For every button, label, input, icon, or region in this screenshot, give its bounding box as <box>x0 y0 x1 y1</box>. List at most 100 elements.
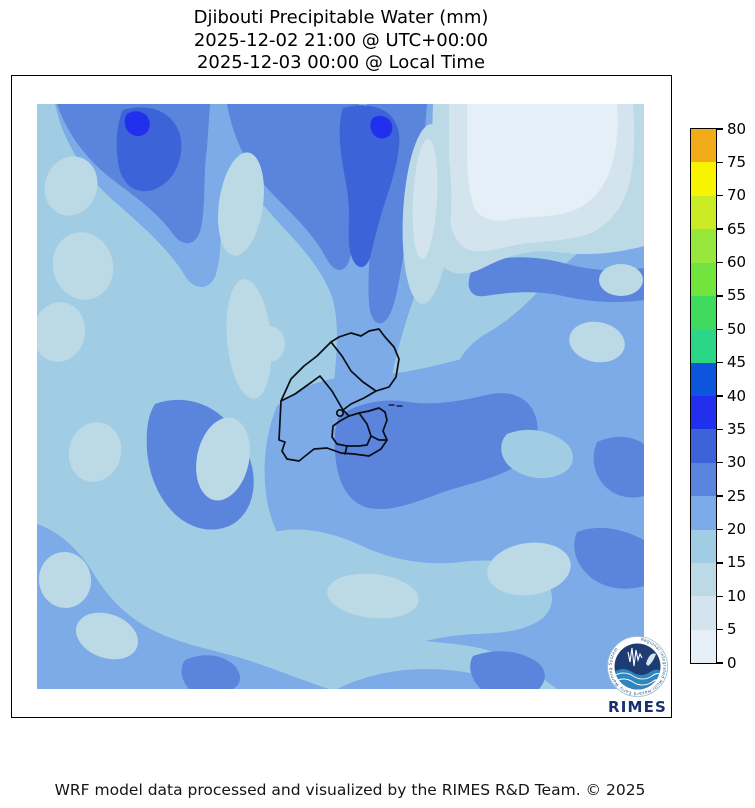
colorbar-segment <box>691 395 716 430</box>
colorbar-tick <box>717 328 723 330</box>
colorbar-tick-label: 20 <box>727 520 747 538</box>
colorbar-tick <box>717 195 723 197</box>
colorbar-segment <box>691 462 716 497</box>
colorbar-tick <box>717 361 723 364</box>
border-east-link <box>370 435 388 441</box>
contour-10-patch <box>44 156 98 216</box>
title-line-3: 2025-12-03 00:00 @ Local Time <box>196 52 486 73</box>
contour-10-patch <box>327 573 419 619</box>
contour-10-patch <box>68 422 122 482</box>
logo-signal-glyph <box>627 647 643 667</box>
contour-25-right-edge-b <box>574 527 644 589</box>
contour-10-patch <box>76 612 138 660</box>
contour-35-speck-center <box>370 115 393 139</box>
colorbar-tick <box>717 528 723 531</box>
contour-10-patch <box>196 417 250 501</box>
rimes-logo: Regional Integrated Multi-Hazard Early W… <box>607 636 668 716</box>
title-line-2: 2025-12-02 21:00 @ UTC+00:00 <box>193 29 489 51</box>
colorbar-segment <box>691 328 716 363</box>
title-line-1: Djibouti Precipitable Water (mm) <box>193 7 489 28</box>
colorbar: 0 5 10 15 20 25 30 35 40 45 50 55 60 65 70 75 80 <box>690 120 755 672</box>
colorbar-segment <box>691 629 716 663</box>
contour-0-triangle-core <box>467 104 618 221</box>
colorbar-tick <box>717 228 723 230</box>
contour-25-right-edge-a <box>593 436 644 498</box>
colorbar-tick <box>717 128 723 130</box>
colorbar-tick <box>717 462 723 464</box>
contour-10-patch <box>52 232 114 300</box>
colorbar-tick <box>717 395 723 397</box>
colorbar-tick-label: 55 <box>727 286 747 305</box>
colorbar-tick-label: 70 <box>727 186 747 205</box>
colorbar-tick <box>717 595 723 597</box>
colorbar-tick-label: 45 <box>727 353 747 372</box>
colorbar-tick-label: 40 <box>727 386 747 405</box>
colorbar-segment <box>691 128 716 163</box>
contour-10-patch <box>599 264 643 296</box>
djibouti-border <box>278 328 403 462</box>
contour-35-speck-left <box>124 111 150 137</box>
colorbar-tick <box>717 628 723 631</box>
colorbar-tick <box>717 495 723 497</box>
footer-credit: WRF model data processed and visualized … <box>54 781 646 799</box>
colorbar-segment <box>691 161 716 196</box>
contour-10-patch <box>38 552 92 608</box>
logo-wordmark: RIMES <box>608 698 667 716</box>
djibouti-outline <box>278 328 400 462</box>
contour-25-bottom-a <box>181 655 241 689</box>
colorbar-segment <box>691 529 716 563</box>
border-obock-tadjoura <box>330 341 377 392</box>
contour-5-column-core <box>412 139 438 259</box>
contour-25-right-band <box>468 257 644 303</box>
border-arta-south <box>344 445 348 455</box>
contour-10-patch <box>226 279 272 399</box>
colorbar-segment <box>691 195 716 230</box>
colorbar-segment <box>691 295 716 330</box>
colorbar-tick-label: 25 <box>727 486 747 505</box>
colorbar-tick-label: 50 <box>727 319 747 338</box>
figure-title: Djibouti Precipitable Water (mm) 2025-12… <box>0 7 682 75</box>
colorbar-tick-label: 0 <box>727 653 737 672</box>
colorbar-segment <box>691 495 716 530</box>
contour-level-35 <box>124 111 393 139</box>
colorbar-segment <box>691 228 716 263</box>
colorbar-tick-label: 80 <box>727 119 747 138</box>
contour-10-patch <box>253 326 285 362</box>
colorbar-segment <box>691 562 716 597</box>
logo-wave-fill <box>614 669 661 690</box>
colorbar-tick-label: 15 <box>727 553 747 572</box>
contour-10-patch <box>487 542 571 596</box>
coast-islets <box>388 404 403 407</box>
colorbar-segment <box>691 595 716 630</box>
logo-sail-glyph <box>646 653 656 666</box>
colorbar-segment <box>691 362 716 396</box>
colorbar-tick-label: 5 <box>727 620 737 639</box>
colorbar-tick-label: 60 <box>727 253 747 271</box>
colorbar-tick-label: 10 <box>727 586 747 605</box>
contour-10-patch <box>569 321 625 363</box>
colorbar-tick <box>717 428 723 431</box>
colorbar-tick <box>717 662 723 664</box>
colorbar-tick <box>717 295 723 297</box>
contour-25-bottom-b <box>470 651 545 689</box>
contour-10-patch <box>37 302 86 362</box>
map-frame: Regional Integrated Multi-Hazard Early W… <box>11 75 672 718</box>
colorbar-body <box>690 128 717 664</box>
logo-wave-line-1 <box>614 672 661 680</box>
colorbar-tick-label: 75 <box>727 152 747 171</box>
colorbar-segment <box>691 428 716 463</box>
contour-10-patch <box>218 152 264 256</box>
ghoubbet-bay <box>335 408 345 418</box>
contour-map <box>37 104 644 689</box>
contour-15-mid-right-patch <box>501 429 573 479</box>
contour-30-center-streak <box>339 105 400 268</box>
colorbar-tick <box>717 161 723 164</box>
border-tadjoura-dikhil <box>280 375 344 411</box>
colorbar-segment <box>691 262 716 296</box>
colorbar-tick-label: 65 <box>727 219 747 238</box>
colorbar-tick-label: 30 <box>727 453 747 472</box>
contour-pale-regions <box>37 104 644 660</box>
colorbar-tick <box>717 261 723 264</box>
colorbar-tick-label: 35 <box>727 419 747 438</box>
colorbar-tick <box>717 562 723 564</box>
